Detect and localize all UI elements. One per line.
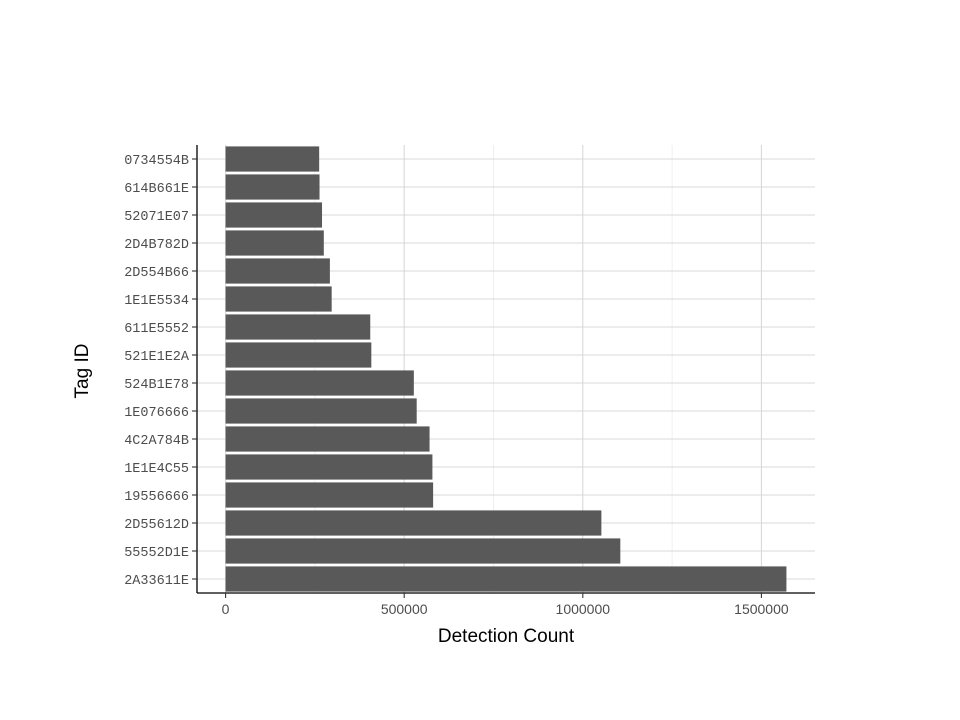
bar-1E076666: [225, 398, 417, 424]
bar-52071E07: [225, 202, 323, 228]
bar-2D55612D: [225, 510, 602, 536]
bar-611E5552: [225, 314, 371, 340]
bars: [225, 146, 787, 592]
bar-521E1E2A: [225, 342, 372, 368]
y-tick-label: 614B661E: [124, 182, 189, 197]
bar-0734554B: [225, 146, 320, 172]
y-tick-label: 1E1E4C55: [124, 462, 189, 477]
x-tick-label: 0: [222, 601, 230, 617]
y-tick-label: 55552D1E: [124, 546, 189, 561]
y-tick-label: 19556666: [124, 490, 189, 505]
x-tick-label: 1500000: [734, 601, 789, 617]
y-tick-label: 2D554B66: [124, 266, 189, 281]
bar-2A33611E: [225, 566, 787, 592]
y-tick-label: 2D4B782D: [124, 238, 189, 253]
y-tick-label: 611E5552: [124, 322, 189, 337]
bar-2D554B66: [225, 258, 330, 284]
y-tick-label: 52071E07: [124, 210, 189, 225]
bar-524B1E78: [225, 370, 414, 396]
axes: [192, 145, 815, 598]
tick-labels: 0 500000 1000000 1500000 2A33611E 55552D1E 2D5…: [124, 154, 789, 617]
bar-55552D1E: [225, 538, 621, 564]
y-tick-label: 1E1E5534: [124, 294, 189, 309]
bar-614B661E: [225, 174, 320, 200]
y-tick-label: 1E076666: [124, 406, 189, 421]
y-axis-title: Tag ID: [72, 344, 93, 399]
bar-1E1E4C55: [225, 454, 433, 480]
y-tick-label: 524B1E78: [124, 378, 189, 393]
x-tick-label: 1000000: [556, 601, 611, 617]
bar-4C2A784B: [225, 426, 430, 452]
y-tick-label: 521E1E2A: [124, 350, 190, 365]
y-tick-label: 2A33611E: [124, 574, 189, 589]
bar-1E1E5534: [225, 286, 332, 312]
y-tick-label: 4C2A784B: [124, 434, 189, 449]
bar-2D4B782D: [225, 230, 324, 256]
y-tick-label: 2D55612D: [124, 518, 189, 533]
y-tick-label: 0734554B: [124, 154, 189, 169]
x-tick-label: 500000: [381, 601, 428, 617]
x-axis-title: Detection Count: [438, 626, 575, 647]
bar-19556666: [225, 482, 434, 508]
